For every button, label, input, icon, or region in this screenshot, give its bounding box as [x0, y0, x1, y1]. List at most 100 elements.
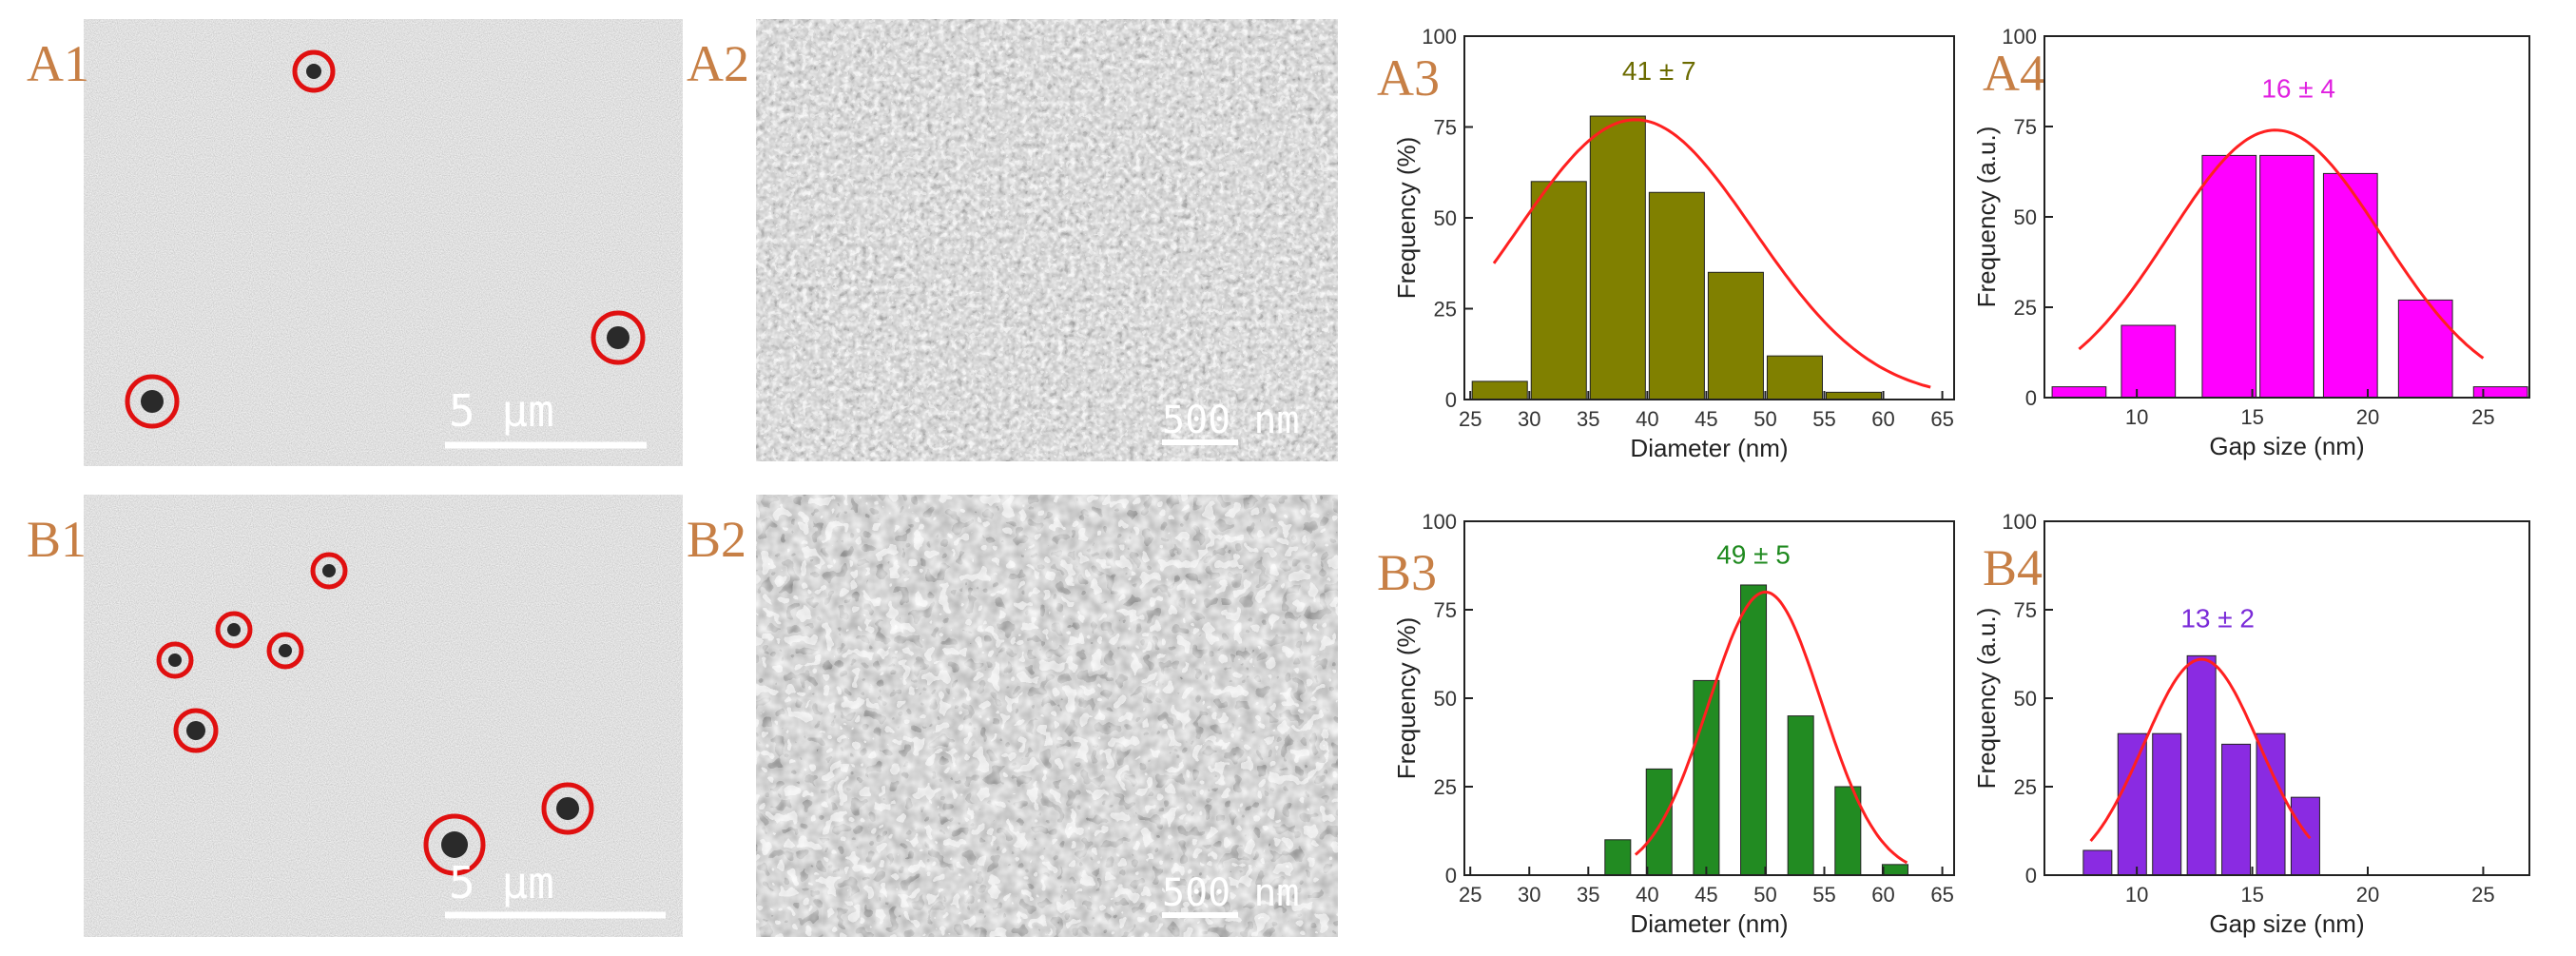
particle — [227, 623, 241, 636]
particle — [141, 390, 164, 413]
histogram-bar — [2397, 299, 2453, 399]
gaussian-fit-line — [2089, 657, 2312, 843]
mean-sd-annotation: 49 ± 5 — [1716, 540, 1791, 570]
y-tick-label: 50 — [1434, 687, 1457, 711]
histogram-bar — [1825, 391, 1883, 400]
y-tick-label: 0 — [2025, 386, 2037, 410]
x-tick-label: 10 — [2125, 883, 2148, 907]
panel-label: B3 — [1377, 544, 1437, 601]
x-tick-label: 30 — [1518, 883, 1540, 907]
panel-label: A2 — [687, 35, 749, 92]
x-tick-label: 25 — [2471, 883, 2494, 907]
particle — [556, 797, 579, 820]
panel-b1: 5 μm B1 — [27, 495, 683, 937]
x-tick-label: 20 — [2356, 883, 2379, 907]
x-tick-label: 50 — [1753, 407, 1776, 431]
gaussian-fit-line — [2078, 128, 2485, 360]
particle-circle — [215, 611, 253, 649]
x-tick-label: 10 — [2125, 405, 2148, 429]
particle-circle — [423, 813, 486, 876]
panel-label: B4 — [1983, 539, 2043, 596]
x-axis-title: Gap size (nm) — [2209, 432, 2364, 460]
y-tick-label: 75 — [2014, 598, 2037, 622]
scale-label: 5 μm — [449, 385, 554, 437]
x-tick-label: 40 — [1636, 883, 1658, 907]
x-tick-label: 50 — [1753, 883, 1776, 907]
y-tick-label: 25 — [2014, 775, 2037, 799]
gaussian-fit-line — [1634, 590, 1908, 865]
particle — [168, 654, 182, 667]
mean-sd-annotation: 16 ± 4 — [2261, 74, 2335, 104]
y-tick-label: 75 — [2014, 115, 2037, 139]
histogram-bar — [2117, 732, 2147, 876]
panel-b2: 500 nm B2 — [687, 495, 1338, 937]
x-axis-title: Diameter (nm) — [1630, 909, 1788, 938]
x-tick-label: 35 — [1577, 883, 1599, 907]
histogram-bar — [1530, 181, 1587, 400]
sem-image-a1 — [84, 19, 683, 466]
histogram-bar — [1648, 191, 1705, 400]
panel-a1: 5 μm A1 — [27, 19, 683, 466]
histogram-bar — [2322, 172, 2378, 399]
histogram-b4: B4 0 25 50 75 100 10 15 20 25 Gap size (nm) Frequen… — [1972, 510, 2530, 938]
particle — [186, 721, 205, 740]
histogram-bar — [1645, 768, 1673, 876]
x-axis-title: Gap size (nm) — [2209, 909, 2364, 938]
histogram-bar — [1589, 115, 1646, 400]
histogram-a4: A4 0 25 50 75 100 10 15 20 25 Gap size (nm) Frequen… — [1972, 25, 2530, 460]
y-tick-label: 100 — [1422, 25, 1457, 49]
particle — [607, 326, 629, 349]
x-tick-label: 20 — [2356, 405, 2379, 429]
particle-circle — [266, 632, 304, 670]
y-axis-title: Frequency (%) — [1392, 137, 1421, 300]
x-tick-label: 55 — [1812, 407, 1835, 431]
y-tick-label: 50 — [2014, 687, 2037, 711]
x-tick-label: 25 — [1459, 883, 1482, 907]
scale-label: 5 μm — [449, 857, 554, 908]
y-tick-label: 25 — [1434, 775, 1457, 799]
particle-circle — [125, 374, 180, 429]
histogram-bar — [2256, 732, 2286, 876]
x-tick-label: 65 — [1930, 883, 1953, 907]
particle-circle — [292, 49, 336, 93]
sem-image-b1 — [84, 495, 683, 937]
y-tick-label: 0 — [1445, 388, 1457, 412]
particle-circle — [541, 782, 594, 835]
x-tick-label: 25 — [1459, 407, 1482, 431]
x-tick-label: 35 — [1577, 407, 1599, 431]
histogram-bar — [2121, 324, 2177, 399]
particle — [279, 644, 292, 657]
y-axis-title: Frequency (a.u.) — [1972, 127, 2001, 308]
x-tick-label: 25 — [2471, 405, 2494, 429]
scale-label: 500 nm — [1162, 399, 1300, 442]
particle-circle — [156, 641, 194, 679]
y-tick-label: 100 — [2002, 25, 2037, 49]
x-tick-label: 40 — [1636, 407, 1658, 431]
y-axis-title: Frequency (%) — [1392, 617, 1421, 780]
histogram-bar — [2259, 154, 2315, 399]
histogram-bar — [2201, 154, 2257, 399]
x-tick-label: 30 — [1518, 407, 1540, 431]
histogram-bar — [2082, 849, 2113, 876]
gaussian-fit-line — [1492, 118, 1931, 389]
x-tick-label: 45 — [1695, 883, 1717, 907]
panel-label: B1 — [27, 511, 87, 568]
histogram-bar — [1881, 864, 1908, 876]
sem-image-b2 — [756, 495, 1338, 937]
particle — [441, 831, 468, 858]
y-tick-label: 25 — [1434, 298, 1457, 322]
x-tick-label: 65 — [1930, 407, 1953, 431]
scale-label: 500 nm — [1162, 871, 1300, 915]
plot-frame — [2043, 520, 2530, 876]
histogram-bar — [1766, 355, 1823, 400]
histogram-bar — [1834, 786, 1862, 876]
particle-circle — [310, 552, 348, 590]
histogram-bar — [2221, 743, 2252, 876]
histogram-bar — [1740, 584, 1768, 876]
y-tick-label: 50 — [2014, 205, 2037, 229]
x-tick-label: 60 — [1871, 883, 1894, 907]
panel-a2: 500 nm A2 — [687, 19, 1338, 461]
